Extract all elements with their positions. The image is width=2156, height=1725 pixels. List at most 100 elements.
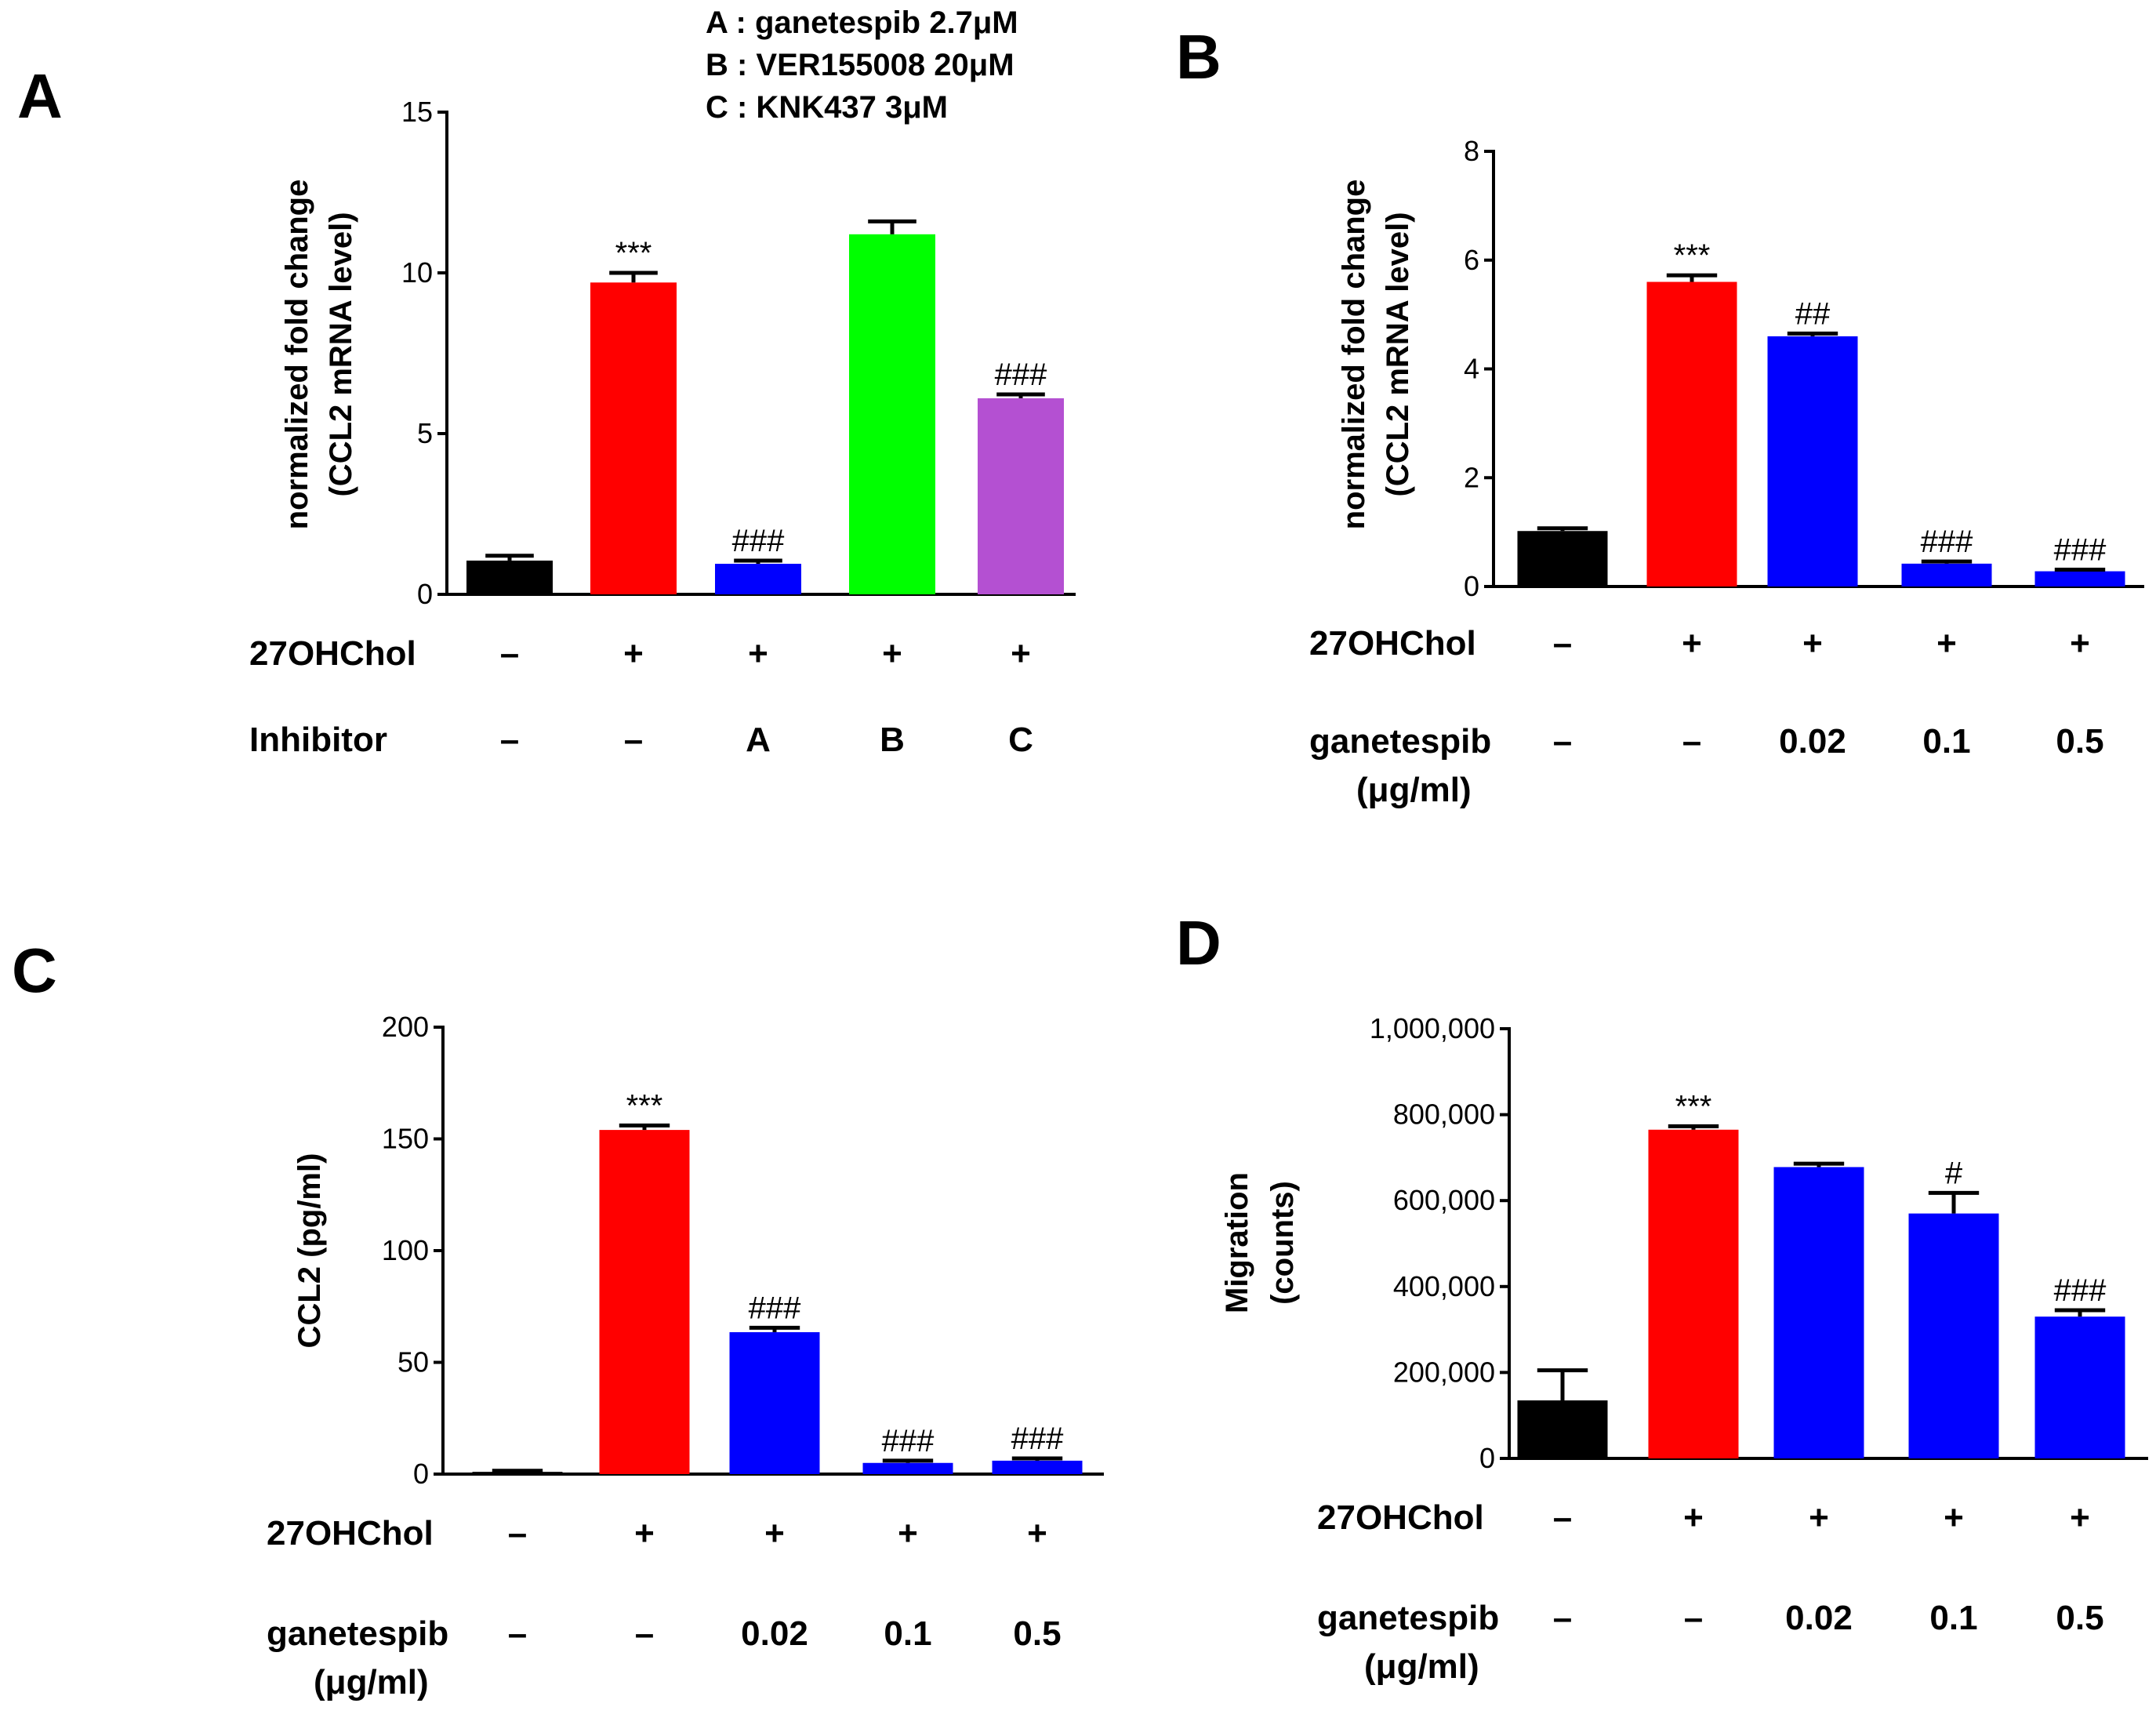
panel-b-row-cell: –	[1682, 722, 1701, 761]
panel-b-row-cell: –	[1553, 722, 1572, 761]
panel-d-row-cell: 0.02	[1785, 1599, 1853, 1637]
panel-c-row-label-unit: (μg/ml)	[314, 1663, 429, 1701]
panel-c-row-cell: 0.5	[1013, 1614, 1061, 1653]
panel-c-row-label: 27OHChol	[267, 1514, 434, 1552]
panel-a-row-cell: –	[500, 634, 519, 673]
panel-b-letter: B	[1176, 22, 1221, 92]
panel-a-row-cell: +	[623, 634, 644, 673]
panel-d-row-cell: +	[1944, 1498, 1964, 1537]
panel-a-y-tick-label: 15	[401, 96, 433, 128]
panel-b-row-cell: 0.02	[1779, 722, 1846, 761]
panel-a-row-cell: +	[748, 634, 768, 673]
panel-d-row-cell: –	[1553, 1498, 1572, 1537]
panel-b-row-cell: –	[1553, 624, 1572, 663]
panel-a-y-axis-label: normalized fold change	[280, 180, 314, 530]
panel-d-bar-2	[1648, 1129, 1739, 1458]
panel-c-row-cell: +	[1027, 1514, 1047, 1552]
panel-b-annotation: ##	[1795, 296, 1831, 331]
panel-a-bar-4	[849, 234, 935, 594]
panel-c-bar-4	[862, 1462, 953, 1474]
panel-c-row-cell: –	[635, 1614, 654, 1653]
panel-d-y-tick-label: 800,000	[1393, 1099, 1495, 1131]
panel-c-annotation: ###	[749, 1291, 801, 1325]
panel-d-row-cell: +	[1683, 1498, 1704, 1537]
panel-a-y-tick-label: 5	[417, 417, 433, 449]
panel-c-letter: C	[12, 935, 57, 1005]
legend-line-b: B : VER155008 20μM	[706, 48, 1014, 82]
panel-d-annotation: ###	[2054, 1273, 2107, 1308]
panel-d-y-tick-label: 600,000	[1393, 1184, 1495, 1216]
panel-b-y-tick-label: 2	[1464, 461, 1479, 493]
panel-a-bar-2	[590, 282, 677, 594]
panel-c-annotation: ###	[1011, 1422, 1064, 1456]
panel-d-y-axis-label: (counts)	[1265, 1181, 1300, 1305]
panel-d-y-tick-label: 200,000	[1393, 1356, 1495, 1388]
panel-a-annotation: ###	[995, 358, 1047, 392]
panel-c-y-tick-label: 100	[382, 1234, 429, 1266]
panel-c-bar-3	[729, 1332, 820, 1474]
panel-a-row-cell: A	[746, 721, 771, 759]
panel-c-y-tick-label: 50	[397, 1346, 429, 1378]
panel-b-row-label-unit: (μg/ml)	[1356, 771, 1472, 809]
panel-c-row-cell: +	[634, 1514, 655, 1552]
panel-a-bar-5	[978, 398, 1064, 594]
panel-a-row-label: Inhibitor	[249, 721, 387, 759]
panel-c-row-cell: 0.1	[884, 1614, 931, 1653]
panel-d-row-cell: +	[1809, 1498, 1829, 1537]
panel-d-row-label-unit: (μg/ml)	[1364, 1647, 1479, 1686]
panel-b-row-label: 27OHChol	[1309, 624, 1476, 663]
panel-c-y-axis-label: CCL2 (pg/ml)	[292, 1153, 327, 1349]
panel-b-bar-3	[1767, 336, 1858, 586]
panel-d-letter: D	[1176, 908, 1221, 978]
panel-d-row-cell: –	[1684, 1599, 1703, 1637]
panel-d-bar-4	[1908, 1213, 1999, 1458]
panel-a-bar-3	[715, 564, 801, 594]
panel-a-row-cell: –	[500, 721, 519, 759]
panel-c-y-tick-label: 0	[413, 1458, 429, 1490]
panels: A 0 5 10 15 normalized fold change (CCL2 mRNA …	[12, 22, 2148, 1701]
panel-b-row-label: ganetespib	[1309, 722, 1491, 761]
panel-b-row-cell: +	[1682, 624, 1702, 663]
panel-a-y-tick-label: 10	[401, 256, 433, 289]
panel-b-bar-4	[1901, 563, 1992, 586]
panel-c-annotation: ***	[626, 1088, 663, 1123]
panel-a-row-label: 27OHChol	[249, 634, 416, 673]
panel-b-row-cell: +	[1936, 624, 1957, 663]
panel-a-row-cell: –	[624, 721, 643, 759]
panel-d-annotation: #	[1945, 1156, 1963, 1190]
panel-b-y-tick-label: 0	[1464, 570, 1479, 602]
panel-b-row-cell: +	[2070, 624, 2090, 663]
panel-d-row-label: 27OHChol	[1317, 1498, 1484, 1537]
panel-a-bar-1	[466, 560, 553, 594]
panel-d-y-axis-label: Migration	[1220, 1172, 1254, 1313]
panel-b-y-axis-label: normalized fold change	[1337, 180, 1371, 530]
panel-a-row-cell: +	[1011, 634, 1031, 673]
panel-d-bar-3	[1773, 1167, 1864, 1458]
panel-a-row-cell: C	[1008, 721, 1033, 759]
panel-c-row-cell: +	[898, 1514, 918, 1552]
panel-b-bar-5	[2034, 571, 2125, 586]
panel-a-y-axis-label: (CCL2 mRNA level)	[324, 212, 358, 496]
panel-c-annotation: ###	[882, 1424, 935, 1458]
panel-a-row-cell: B	[880, 721, 905, 759]
legend-line-c: C : KNK437 3μM	[706, 90, 948, 125]
panel-b-y-tick-label: 6	[1464, 244, 1479, 276]
panel-b-row-cell: +	[1802, 624, 1823, 663]
panel-c-row-cell: +	[764, 1514, 785, 1552]
panel-d-row-cell: 0.5	[2056, 1599, 2103, 1637]
panel-c-bar-5	[992, 1460, 1083, 1474]
panel-a-letter: A	[17, 61, 63, 131]
panel-d-bar-5	[2034, 1316, 2125, 1458]
panel-d-bar-1	[1517, 1400, 1608, 1458]
panel-b-annotation: ***	[1674, 238, 1711, 273]
panel-c-row-cell: –	[508, 1614, 527, 1653]
panel-a-annotation: ###	[732, 524, 785, 558]
panel-a-row-cell: +	[882, 634, 902, 673]
panel-d-row-cell: 0.1	[1929, 1599, 1977, 1637]
panel-a-annotation: ***	[615, 236, 652, 271]
panel-b-y-tick-label: 4	[1464, 353, 1479, 385]
panel-d-y-tick-label: 400,000	[1393, 1270, 1495, 1302]
panel-b-bar-2	[1646, 281, 1737, 586]
panel-d-y-tick-label: 1,000,000	[1370, 1012, 1495, 1044]
